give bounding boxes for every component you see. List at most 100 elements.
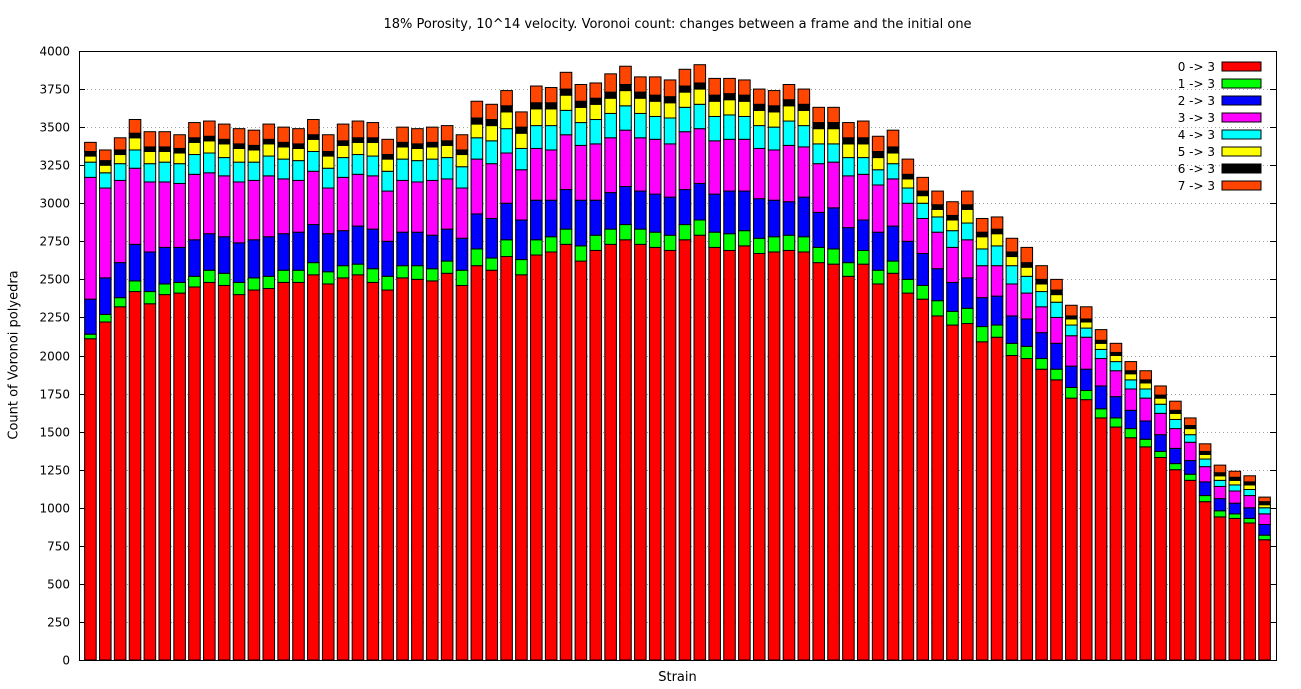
- bar-segment: [574, 199, 588, 247]
- bar-segment: [425, 280, 439, 661]
- bar-segment: [158, 150, 172, 163]
- bar-segment: [1109, 361, 1123, 372]
- bar-segment: [411, 160, 424, 183]
- bar-segment: [842, 262, 855, 277]
- bar-segment: [440, 178, 454, 230]
- legend-swatch: [1221, 163, 1262, 174]
- bar-segment: [634, 112, 647, 139]
- bar-segment: [1050, 301, 1063, 318]
- bar-segment: [247, 239, 261, 279]
- bar-segment: [990, 336, 1004, 661]
- bar-segment: [1243, 507, 1257, 519]
- bar-segment: [1154, 450, 1167, 459]
- bar-segment: [544, 87, 558, 104]
- bar-segment: [485, 119, 499, 127]
- bar-segment: [916, 190, 930, 197]
- bar-segment: [1079, 327, 1093, 338]
- bar-segment: [128, 291, 142, 661]
- bar-segment: [961, 222, 974, 241]
- bar-segment: [232, 147, 246, 163]
- legend-swatch: [1221, 180, 1262, 191]
- bar-segment: [663, 249, 677, 661]
- bar-segment: [143, 146, 157, 152]
- bar-segment: [307, 224, 320, 264]
- bar-segment: [500, 202, 513, 241]
- bar-segment: [530, 125, 543, 149]
- bar-segment: [113, 137, 127, 151]
- bar-segment: [307, 170, 320, 226]
- legend-label: 7 -> 3: [1178, 179, 1215, 193]
- bar-segment: [143, 150, 157, 165]
- bar-segment: [812, 106, 825, 124]
- bar-segment: [321, 167, 335, 189]
- bar-segment: [1228, 479, 1242, 486]
- bar-segment: [767, 90, 781, 107]
- bar-segment: [827, 161, 840, 209]
- bar-segment: [619, 239, 632, 661]
- bar-segment: [723, 138, 736, 192]
- y-tick-label: 2000: [39, 350, 70, 364]
- bar-segment: [440, 144, 454, 159]
- bar-segment: [321, 187, 335, 235]
- y-tick-label: 2250: [39, 311, 70, 325]
- legend-label: 2 -> 3: [1178, 94, 1215, 108]
- bar-segment: [1005, 237, 1019, 253]
- bar-segment: [485, 163, 499, 219]
- bar-segment: [1079, 336, 1093, 370]
- bar-segment: [247, 129, 261, 146]
- bar-segment: [856, 157, 870, 175]
- bar-segment: [604, 97, 617, 114]
- bar-segment: [975, 326, 989, 343]
- bar-segment: [411, 181, 424, 233]
- bar-segment: [1124, 428, 1138, 439]
- bar-segment: [946, 219, 959, 232]
- bar-segment: [678, 131, 692, 191]
- bar-segment: [871, 150, 885, 159]
- bar-segment: [396, 126, 409, 143]
- bar-segment: [1213, 516, 1227, 661]
- bar-segment: [901, 158, 915, 175]
- bar-segment: [812, 128, 825, 145]
- bar-segment: [842, 175, 855, 229]
- bar-segment: [188, 137, 201, 143]
- bar-segment: [544, 236, 558, 253]
- bar-segment: [1243, 522, 1257, 661]
- bar-segment: [738, 138, 751, 192]
- bar-segment: [143, 251, 157, 293]
- bar-segment: [530, 199, 543, 241]
- bar-segment: [961, 323, 974, 661]
- bar-segment: [871, 269, 885, 285]
- bar-segment: [916, 252, 930, 286]
- bar-segment: [307, 274, 320, 661]
- bar-segment: [559, 71, 573, 90]
- bar-segment: [1154, 434, 1167, 452]
- bar-segment: [292, 160, 305, 181]
- bar-segment: [604, 137, 617, 194]
- bar-segment: [812, 122, 825, 130]
- bar-segment: [84, 150, 97, 157]
- bar-segment: [158, 246, 172, 285]
- bar-segment: [440, 260, 454, 274]
- bar-segment: [1005, 256, 1019, 267]
- y-tick-label: 1250: [39, 464, 70, 478]
- bar-segment: [1213, 464, 1227, 474]
- bar-segment: [574, 260, 588, 661]
- bar-segment: [143, 303, 157, 661]
- y-tick-label: 0: [62, 654, 70, 668]
- bar-segment: [1243, 517, 1257, 524]
- bar-segment: [871, 135, 885, 152]
- bar-segment: [455, 149, 469, 156]
- bar-segment: [366, 155, 380, 177]
- bar-segment: [470, 248, 484, 267]
- bar-segment: [574, 122, 588, 146]
- bar-segment: [173, 182, 186, 248]
- bar-segment: [901, 240, 915, 280]
- bar-segment: [1050, 294, 1063, 303]
- bar-segment: [485, 140, 499, 165]
- bar-segment: [931, 216, 944, 233]
- bar-segment: [1243, 488, 1257, 497]
- bar-segment: [217, 236, 231, 274]
- bar-segment: [604, 112, 617, 139]
- bar-segment: [1228, 502, 1242, 515]
- bar-segment: [203, 172, 216, 235]
